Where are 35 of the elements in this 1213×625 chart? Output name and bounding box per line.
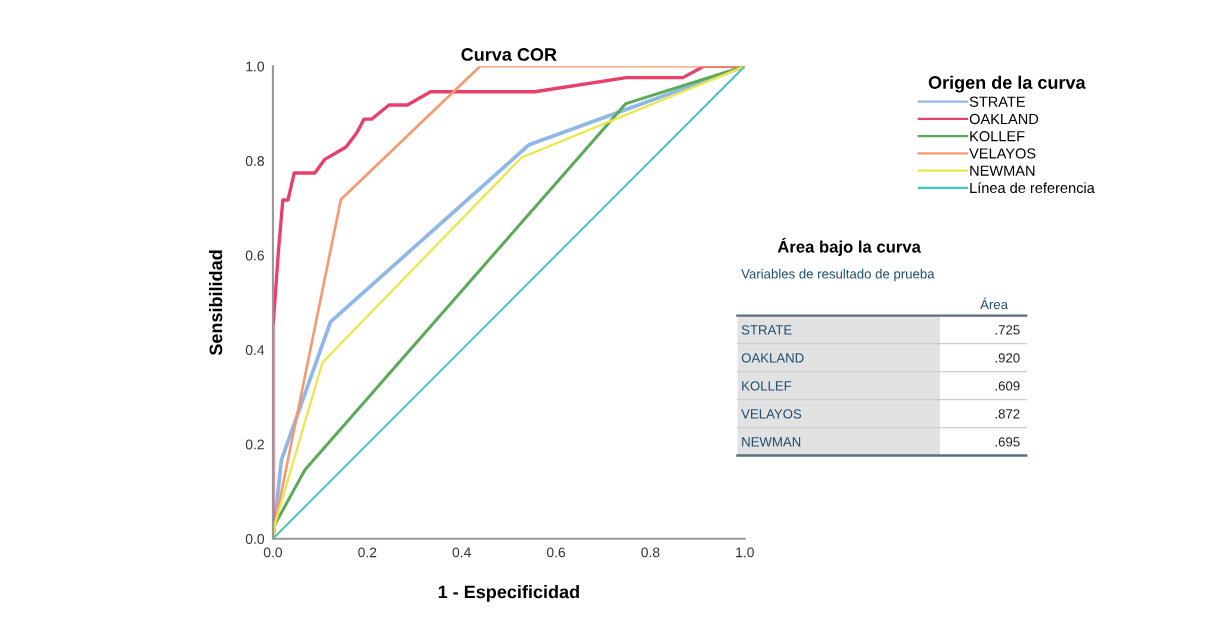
y-axis-title: Sensibilidad [209,250,223,356]
chart-title: Curva COR [461,48,557,61]
text: .872 [995,409,1020,419]
x-tick-label: 0.0 [263,547,283,558]
text: .920 [995,353,1020,363]
legend-label: KOLLEF [970,131,1025,142]
y-tick-label: 0.2 [245,439,264,450]
annotation: Variables de resultado de prueba [741,268,935,282]
text: Área [980,297,1008,310]
y-tick-label: 0.4 [245,345,265,355]
y-tick-label: 0.6 [245,250,264,261]
text: .609 [995,381,1020,391]
text: .695 [995,437,1020,447]
annotation: KOLLEF [742,381,792,391]
y-tick-label: 1.0 [246,61,265,72]
x-tick-label: 0.4 [452,547,471,558]
x-tick-label: 0.8 [641,547,660,558]
legend-label: OAKLAND [969,113,1039,125]
annotation: STRATE [741,325,792,335]
annotation: OAKLAND [741,353,804,363]
legend-label: VELAYOS [969,148,1036,159]
text: Área bajo la curva [777,237,921,256]
annotation: NEWMAN [742,437,801,447]
y-tick-label: 0.0 [245,534,265,544]
y-tick-label: 0.8 [245,156,264,166]
legend-label: STRATE [969,96,1025,107]
legend-title: Origen de la curva [928,75,1086,93]
x-tick-label: 0.2 [358,547,377,558]
x-tick-label: 0.6 [546,547,566,558]
x-axis-title: 1 - Especificidad [438,585,579,602]
text: .725 [995,325,1020,335]
legend-label: NEWMAN [970,165,1035,176]
x-tick-label: 1.0 [736,547,754,558]
annotation: VELAYOS [741,409,802,419]
legend-label: Línea de referencia [970,182,1095,194]
